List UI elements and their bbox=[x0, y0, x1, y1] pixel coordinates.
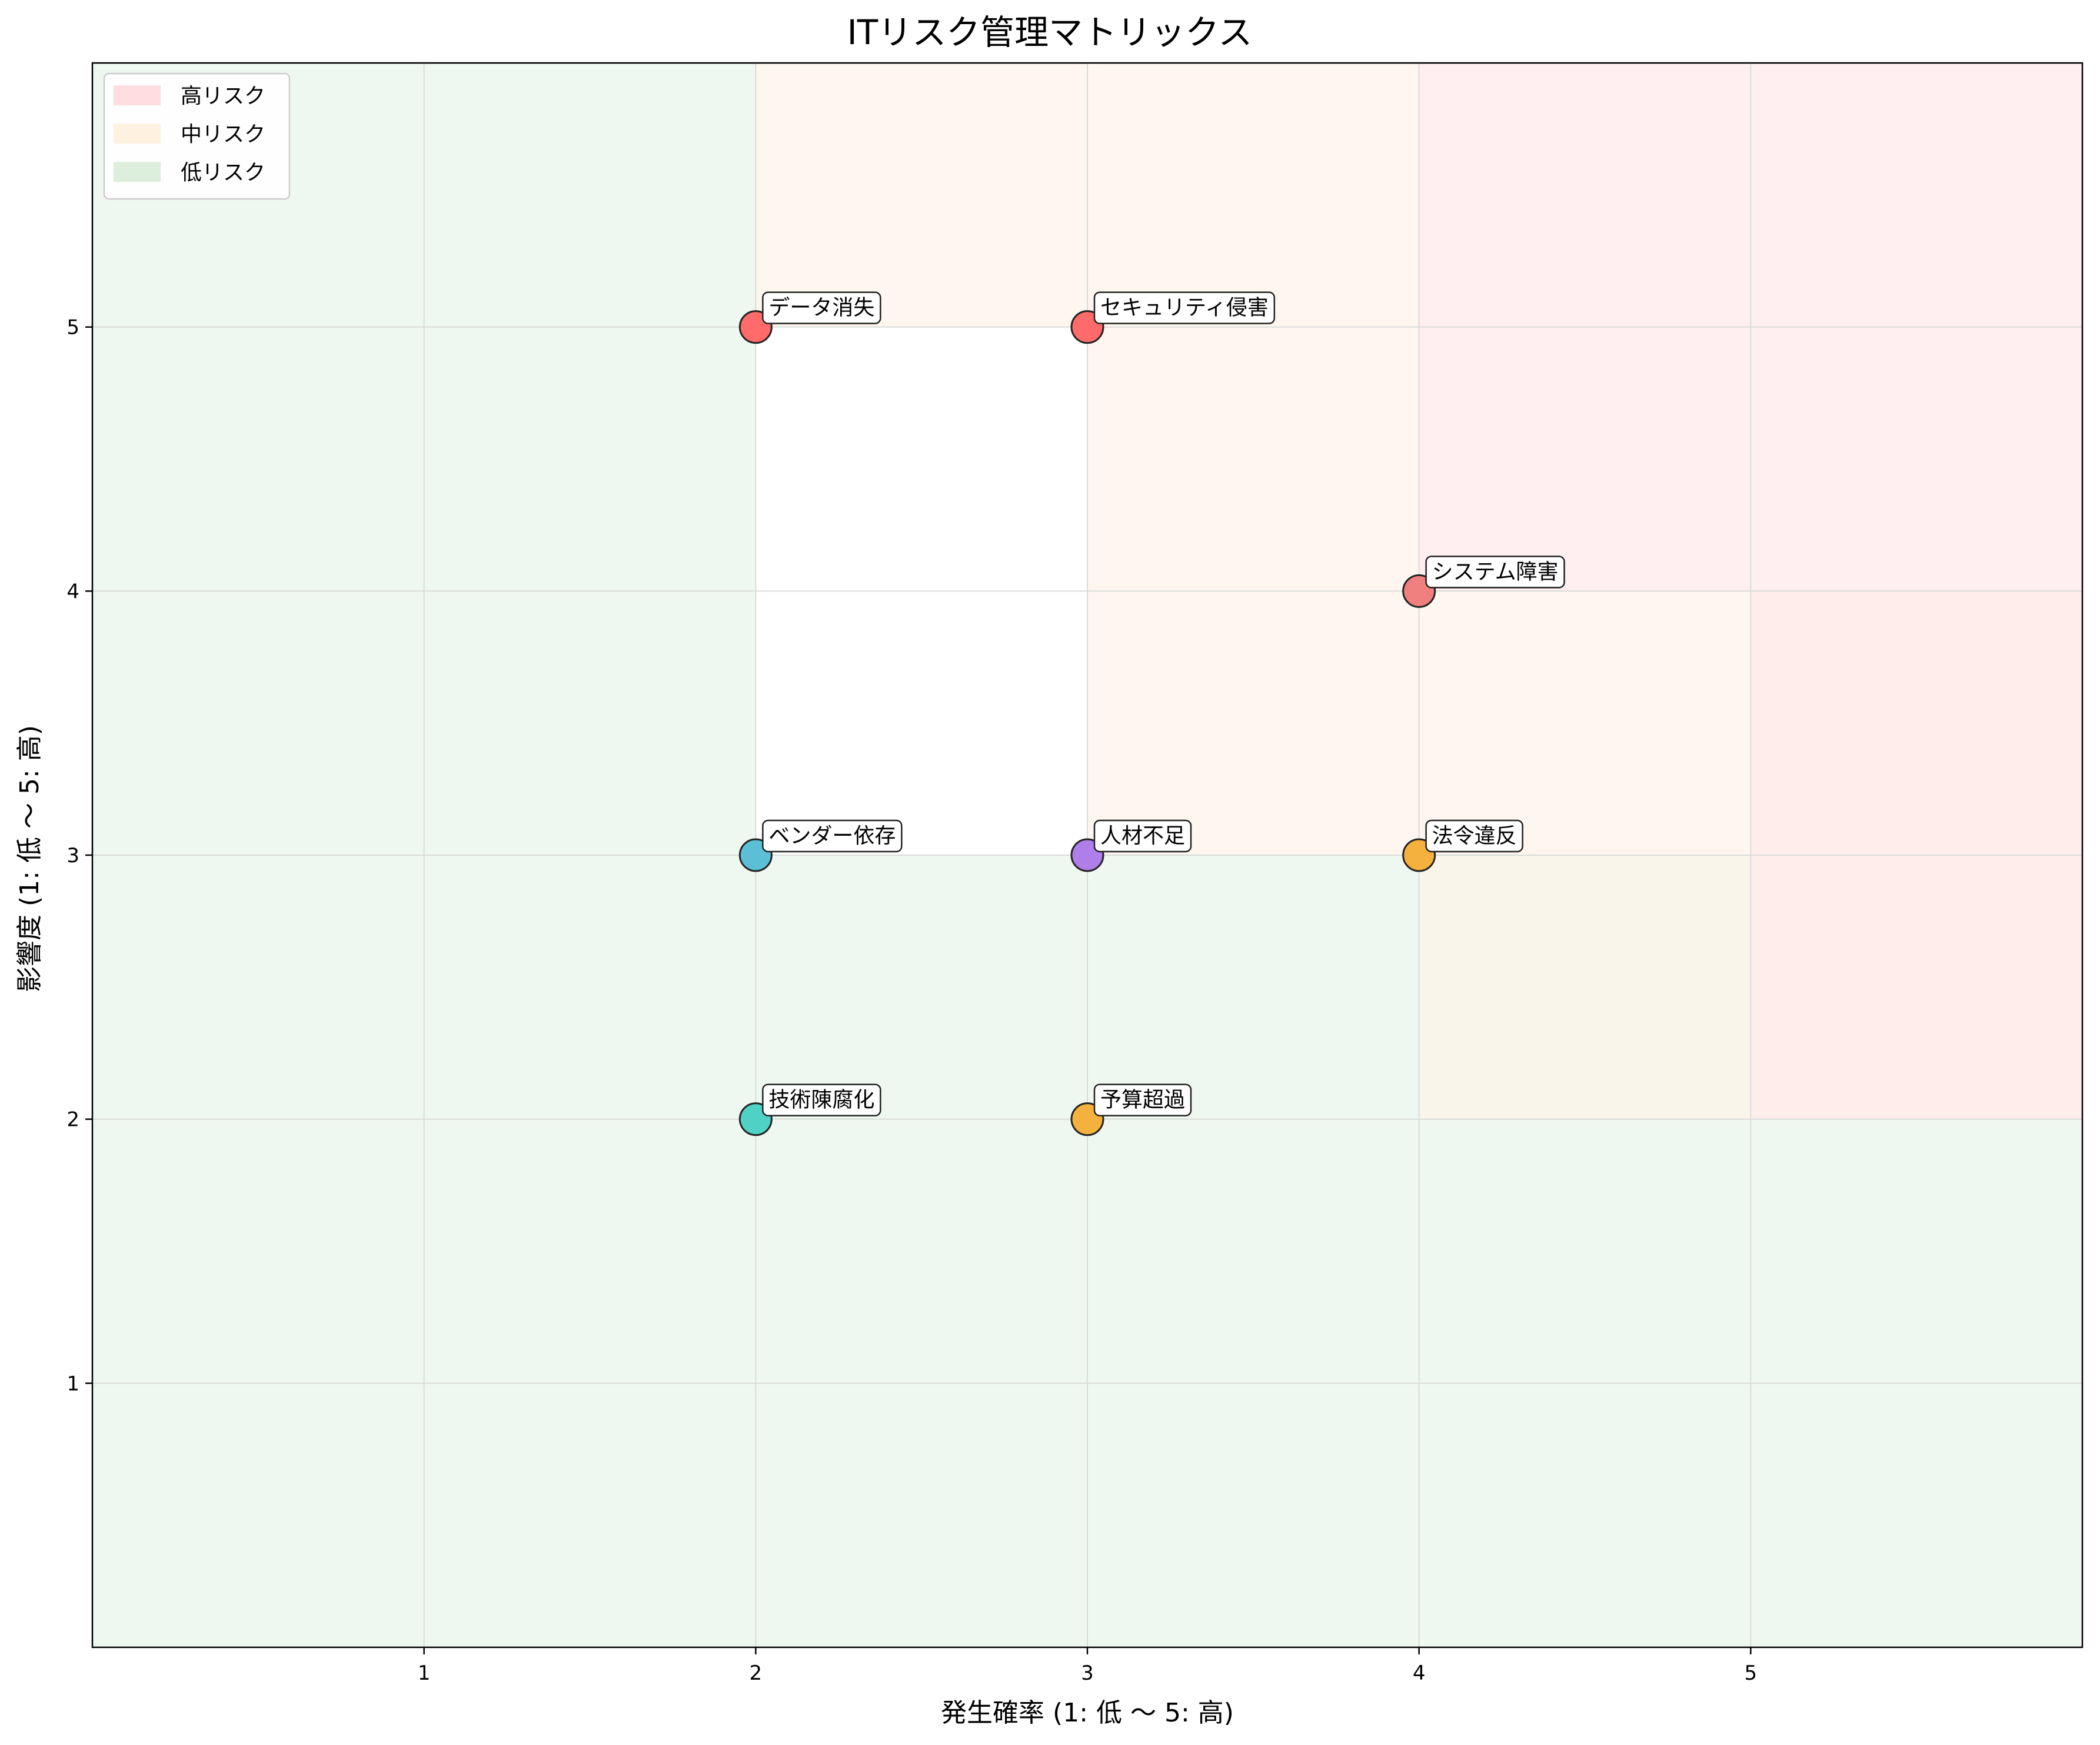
x-axis-label: 発生確率 (1: 低 ～ 5: 高) bbox=[941, 1698, 1234, 1728]
risk-point-label-box bbox=[1093, 1083, 1192, 1116]
risk-point-label-group: システム障害 bbox=[1425, 556, 1565, 589]
y-tick-label: 5 bbox=[66, 316, 79, 340]
risk-point-label-group: 法令違反 bbox=[1425, 819, 1523, 853]
x-tick-label: 2 bbox=[750, 1661, 763, 1685]
risk-point-label: セキュリティ侵害 bbox=[1100, 296, 1269, 320]
risk-point-label-box bbox=[1093, 291, 1276, 324]
legend-entry-label: 中リスク bbox=[181, 122, 265, 147]
legend-swatch bbox=[114, 124, 161, 144]
y-axis-label: 影響度 (1: 低 ～ 5: 高) bbox=[15, 725, 45, 992]
risk-point-label: 予算超過 bbox=[1100, 1088, 1185, 1112]
risk-point-label-box bbox=[1093, 819, 1192, 853]
legend-swatch bbox=[114, 162, 161, 182]
risk-point-label-group: データ消失 bbox=[762, 291, 881, 324]
y-tick-label: 3 bbox=[66, 844, 79, 867]
risk-point-label: システム障害 bbox=[1432, 560, 1559, 584]
chart-title: ITリスク管理マトリックス bbox=[847, 12, 1253, 52]
y-tick-label: 4 bbox=[66, 580, 79, 603]
risk-point-label-box bbox=[1425, 556, 1565, 589]
x-tick-label: 1 bbox=[418, 1661, 431, 1685]
legend-entry-label: 低リスク bbox=[181, 161, 265, 185]
risk-point-label: 技術陳腐化 bbox=[768, 1088, 874, 1112]
y-tick-label: 2 bbox=[66, 1108, 79, 1132]
risk-point-label-group: 人材不足 bbox=[1093, 819, 1192, 853]
risk-point-label-group: 技術陳腐化 bbox=[762, 1083, 881, 1116]
legend-entry-label: 高リスク bbox=[181, 84, 265, 108]
risk-point-label: ベンダー依存 bbox=[768, 824, 896, 848]
risk-point-label-box bbox=[762, 1083, 881, 1116]
risk-point-label-group: 予算超過 bbox=[1093, 1083, 1192, 1116]
x-tick-label: 4 bbox=[1413, 1661, 1426, 1685]
risk-point-label-box bbox=[1425, 819, 1523, 853]
risk-point-label: データ消失 bbox=[768, 296, 874, 320]
risk-point-label: 人材不足 bbox=[1100, 824, 1185, 848]
risk-point-label-box bbox=[762, 291, 881, 324]
legend-swatch bbox=[114, 85, 161, 105]
risk-point-label: 法令違反 bbox=[1432, 824, 1517, 848]
x-tick-label: 5 bbox=[1745, 1661, 1758, 1685]
y-tick-label: 1 bbox=[66, 1372, 79, 1395]
risk-point-label-box bbox=[762, 819, 903, 853]
x-tick-label: 3 bbox=[1081, 1661, 1094, 1685]
risk-point-label-group: セキュリティ侵害 bbox=[1093, 291, 1276, 324]
risk-point-label-group: ベンダー依存 bbox=[762, 819, 903, 853]
